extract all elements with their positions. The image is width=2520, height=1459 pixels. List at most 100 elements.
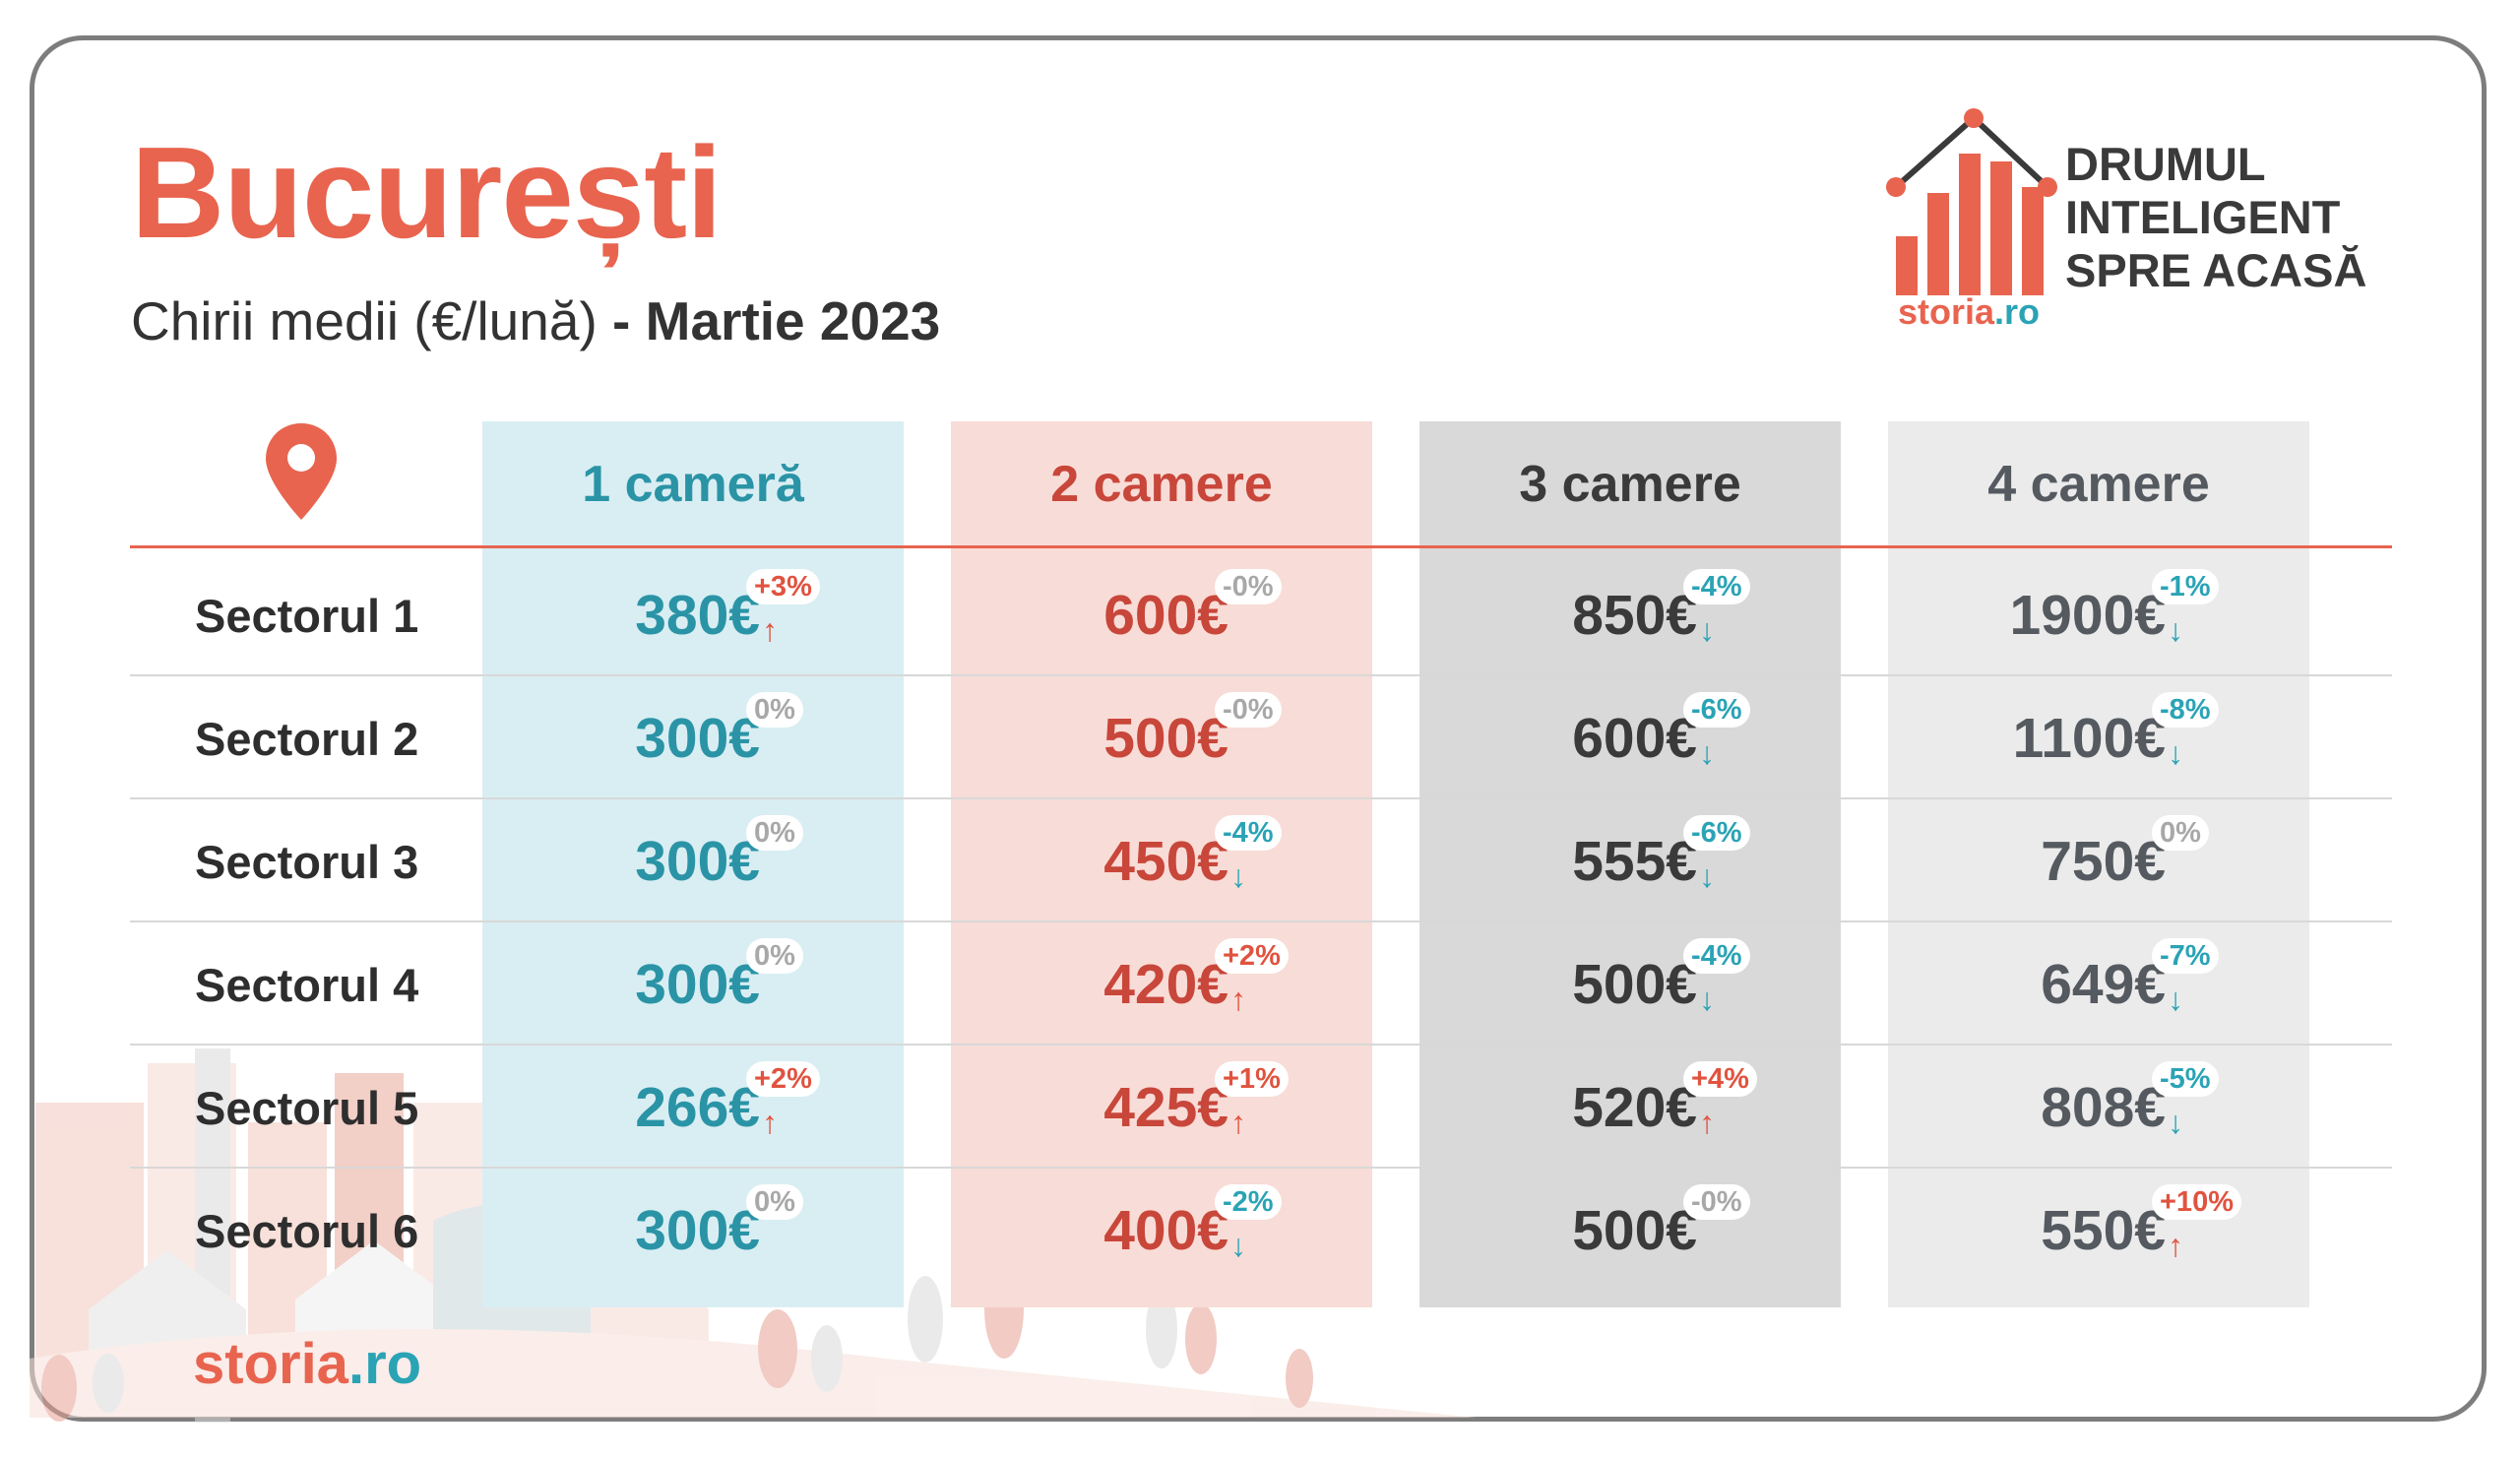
- arrow-down-icon: ↓: [2168, 612, 2183, 648]
- price-value: 300€: [635, 953, 760, 1016]
- change-badge: +2%: [746, 1061, 820, 1097]
- change-badge: 0%: [746, 1184, 803, 1220]
- price-value: 649€: [2041, 953, 2166, 1016]
- column-background-2: [951, 421, 1372, 1307]
- price-value: 300€: [635, 830, 760, 893]
- price-value: 520€: [1572, 1076, 1697, 1139]
- storia-logo-small-a: storia: [1898, 291, 1995, 332]
- arrow-down-icon: ↓: [2168, 1105, 2183, 1140]
- row-label-sector: Sectorul 6: [195, 1205, 419, 1257]
- arrow-up-icon: ↑: [762, 1105, 778, 1140]
- price-value: 425€: [1103, 1076, 1228, 1139]
- change-badge: 0%: [746, 692, 803, 728]
- price-value: 380€: [635, 584, 760, 647]
- column-header-3: 3 camere: [1519, 456, 1741, 513]
- price-value: 555€: [1572, 830, 1697, 893]
- change-badge: -4%: [1215, 815, 1282, 851]
- arrow-down-icon: ↓: [1230, 1228, 1246, 1263]
- price-value: 550€: [2041, 1199, 2166, 1262]
- arrow-up-icon: ↑: [2168, 1228, 2183, 1263]
- arrow-up-icon: ↑: [1230, 982, 1246, 1017]
- column-header-1: 1 cameră: [582, 456, 804, 513]
- row-divider: [130, 920, 2392, 922]
- change-badge: 0%: [2152, 815, 2209, 851]
- location-pin-icon: [266, 423, 337, 520]
- row-label-sector: Sectorul 1: [195, 590, 419, 642]
- change-badge: +3%: [746, 569, 820, 604]
- row-divider: [130, 797, 2392, 799]
- price-value: 808€: [2041, 1076, 2166, 1139]
- brand-slogan: DRUMUL INTELIGENT SPRE ACASĂ: [2065, 138, 2366, 297]
- arrow-up-icon: ↑: [762, 612, 778, 648]
- change-badge: -5%: [2152, 1061, 2219, 1097]
- change-badge: -8%: [2152, 692, 2219, 728]
- arrow-up-icon: ↑: [1230, 1105, 1246, 1140]
- price-value: 450€: [1103, 830, 1228, 893]
- price-value: 420€: [1103, 953, 1228, 1016]
- storia-logo-footer-b: .ro: [347, 1332, 422, 1396]
- price-value: 850€: [1572, 584, 1697, 647]
- row-label-sector: Sectorul 5: [195, 1082, 419, 1134]
- page-title: București: [131, 120, 723, 265]
- brand-line-2: INTELIGENT: [2065, 191, 2341, 243]
- change-badge: -0%: [1683, 1184, 1750, 1220]
- brand-line-1: DRUMUL: [2065, 138, 2266, 190]
- price-value: 1900€: [2009, 584, 2166, 647]
- price-value: 750€: [2041, 830, 2166, 893]
- row-divider: [130, 674, 2392, 676]
- brand-line-3: SPRE ACASĂ: [2065, 244, 2367, 296]
- arrow-down-icon: ↓: [1230, 858, 1246, 894]
- change-badge: +10%: [2152, 1184, 2241, 1220]
- price-value: 500€: [1572, 1199, 1697, 1262]
- subtitle-text: Chirii medii (€/lună): [131, 290, 598, 351]
- column-background-3: [1419, 421, 1841, 1307]
- header-divider: [130, 545, 2392, 548]
- price-value: 400€: [1103, 1199, 1228, 1262]
- price-value: 600€: [1103, 584, 1228, 647]
- change-badge: -6%: [1683, 692, 1750, 728]
- row-label-sector: Sectorul 4: [195, 959, 419, 1011]
- column-header-4: 4 camere: [1987, 456, 2210, 513]
- change-badge: -7%: [2152, 938, 2219, 974]
- price-value: 500€: [1572, 953, 1697, 1016]
- price-value: 300€: [635, 707, 760, 770]
- price-value: 500€: [1103, 707, 1228, 770]
- price-value: 300€: [635, 1199, 760, 1262]
- price-value: 600€: [1572, 707, 1697, 770]
- change-badge: -0%: [1215, 569, 1282, 604]
- storia-logo-footer-a: storia: [193, 1332, 348, 1396]
- arrow-down-icon: ↓: [1699, 735, 1715, 771]
- price-value: 266€: [635, 1076, 760, 1139]
- row-divider: [130, 1167, 2392, 1169]
- column-header-2: 2 camere: [1050, 456, 1273, 513]
- page-subtitle: Chirii medii (€/lună) - Martie 2023: [131, 289, 940, 352]
- change-badge: 0%: [746, 938, 803, 974]
- row-label-sector: Sectorul 3: [195, 836, 419, 888]
- change-badge: +2%: [1215, 938, 1289, 974]
- change-badge: -0%: [1215, 692, 1282, 728]
- change-badge: -4%: [1683, 569, 1750, 604]
- change-badge: -1%: [2152, 569, 2219, 604]
- storia-logo-small: storia.ro: [1898, 291, 2040, 333]
- storia-logo-footer: storia.ro: [193, 1331, 421, 1397]
- change-badge: 0%: [746, 815, 803, 851]
- arrow-up-icon: ↑: [1699, 1105, 1715, 1140]
- subtitle-date: - Martie 2023: [597, 290, 941, 351]
- price-value: 1100€: [2012, 707, 2166, 770]
- column-background-4: [1888, 421, 2309, 1307]
- change-badge: -6%: [1683, 815, 1750, 851]
- arrow-down-icon: ↓: [1699, 858, 1715, 894]
- change-badge: +1%: [1215, 1061, 1289, 1097]
- row-divider: [130, 1044, 2392, 1046]
- change-badge: -4%: [1683, 938, 1750, 974]
- change-badge: -2%: [1215, 1184, 1282, 1220]
- row-label-sector: Sectorul 2: [195, 713, 419, 765]
- column-background-1: [482, 421, 904, 1307]
- arrow-down-icon: ↓: [1699, 612, 1715, 648]
- storia-bar-chart-logo-icon: [1886, 108, 2057, 295]
- arrow-down-icon: ↓: [1699, 982, 1715, 1017]
- change-badge: +4%: [1683, 1061, 1757, 1097]
- arrow-down-icon: ↓: [2168, 982, 2183, 1017]
- storia-logo-small-b: .ro: [1994, 291, 2041, 332]
- arrow-down-icon: ↓: [2168, 735, 2183, 771]
